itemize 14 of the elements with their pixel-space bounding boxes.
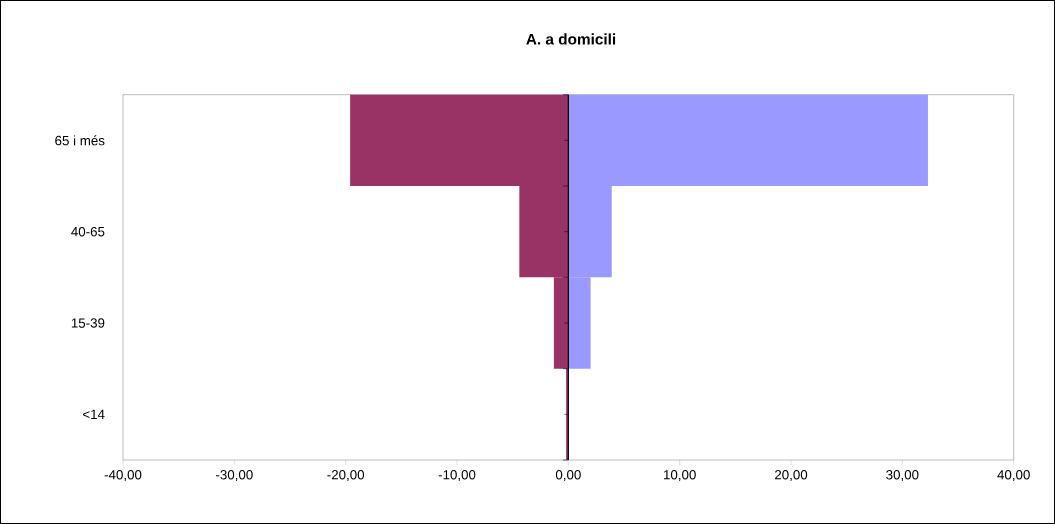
x-tick-label: 10,00 <box>664 470 696 482</box>
y-tick-label: 40-65 <box>71 226 105 237</box>
x-tick-label: -30,00 <box>216 470 253 482</box>
x-tick-label: -40,00 <box>104 470 142 482</box>
y-tick-label: <14 <box>82 409 105 419</box>
x-tick-label: 0,00 <box>555 470 581 482</box>
y-tick-label: 65 i més <box>55 135 105 146</box>
x-tick-label: 40,00 <box>997 470 1030 482</box>
x-tick-label: 30,00 <box>886 470 919 482</box>
chart-title: A. a domicili <box>526 33 616 45</box>
y-tick-label: 15-39 <box>71 318 105 328</box>
x-tick-label: -10,00 <box>438 470 476 482</box>
x-tick-label: -20,00 <box>327 470 365 482</box>
x-tick-label: 20,00 <box>774 470 808 482</box>
